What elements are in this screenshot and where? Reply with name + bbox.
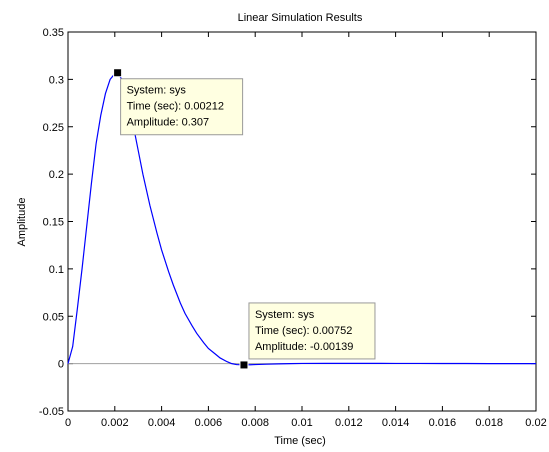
y-tick-label: 0.3 [49,74,64,86]
datatip[interactable]: System: sys Time (sec): 0.00752 Amplitude:… [239,302,376,370]
x-tick-label: 0.01 [291,417,312,429]
y-tick-label: 0.1 [49,264,64,276]
y-axis-label: Amplitude [16,198,28,247]
datatip-box [120,78,244,136]
y-tick-label: -0.05 [39,406,64,418]
x-tick-label: 0.002 [101,417,129,429]
x-tick-label: 0.006 [195,417,223,429]
y-ticks: -0.05 0 0.05 0.1 0.15 0.2 0.25 0.3 0.35 [39,27,536,418]
datatips: System: sys Time (sec): 0.00212 Amplitude:… [113,68,376,370]
x-tick-label: 0.004 [148,417,176,429]
x-tick-label: 0.02 [525,417,546,429]
datatip-marker[interactable] [113,68,123,78]
y-tick-label: 0.15 [43,217,64,229]
x-tick-label: 0.016 [429,417,457,429]
series-line[interactable] [67,72,536,366]
x-tick-label: 0.014 [382,417,410,429]
x-ticks: 0 0.002 0.004 0.006 0.008 0.01 0.012 0.014 0.016… [65,32,547,429]
y-tick-label: 0.2 [49,169,64,181]
datatip[interactable]: System: sys Time (sec): 0.00212 Amplitude:… [113,68,244,136]
y-tick-label: 0.05 [43,311,64,323]
chart-title: Linear Simulation Results [238,12,363,24]
x-axis-label: Time (sec) [274,435,326,447]
y-tick-label: 0 [58,359,64,371]
x-tick-label: 0.018 [475,417,503,429]
y-tick-label: 0.25 [43,122,64,134]
datatip-text: Amplitude: 0.307 [127,117,210,129]
datatip-text: System: sys [255,309,315,321]
axes: 0 0.002 0.004 0.006 0.008 0.01 0.012 0.014 0.016… [39,27,547,429]
y-tick-label: 0.35 [43,27,64,39]
x-tick-label: 0.012 [335,417,363,429]
datatip-box [248,302,376,360]
datatip-text: Amplitude: -0.00139 [255,341,353,353]
datatip-text: System: sys [127,85,187,97]
x-tick-label: 0 [65,417,71,429]
datatip-text: Time (sec): 0.00752 [255,325,352,337]
datatip-marker[interactable] [239,360,249,370]
datatip-text: Time (sec): 0.00212 [127,101,224,113]
x-tick-label: 0.008 [241,417,269,429]
